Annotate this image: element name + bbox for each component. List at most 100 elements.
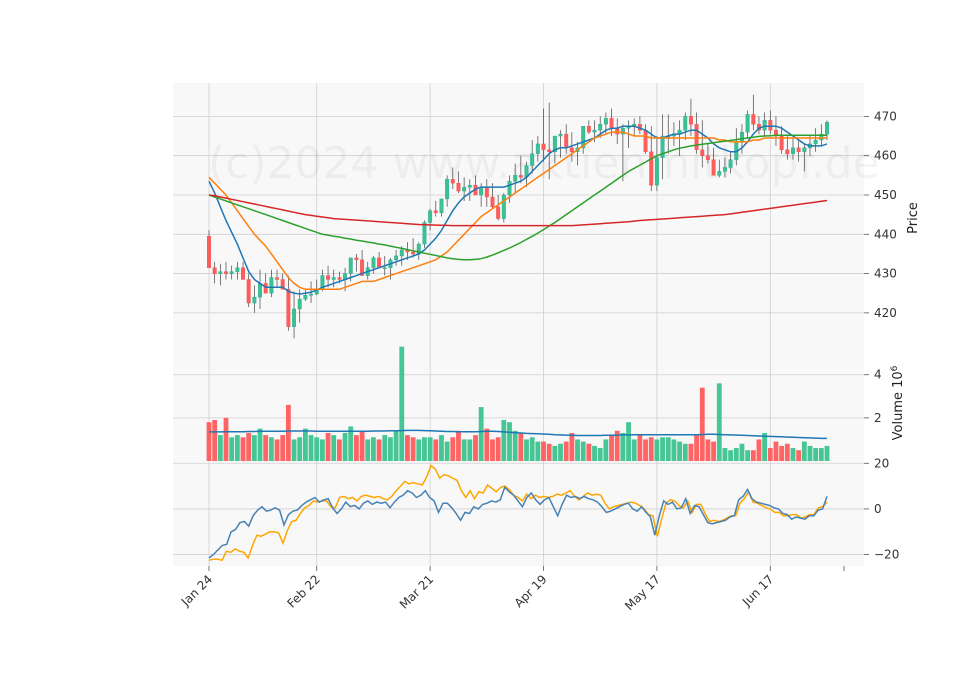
volume-bar	[711, 441, 717, 461]
candle-up	[513, 175, 518, 182]
x-tick-label: Mar 21	[397, 572, 436, 611]
ma_mid-line	[208, 131, 827, 291]
volume-bar	[371, 437, 376, 461]
volume-bar	[603, 439, 609, 461]
volume-bar	[733, 448, 739, 461]
volume-bar	[648, 437, 654, 461]
volume-bar	[626, 422, 631, 461]
candle-up	[552, 135, 557, 152]
candle-up	[371, 257, 376, 268]
volume-bar	[507, 422, 512, 461]
volume-bar	[660, 437, 665, 461]
volume-bar	[716, 383, 722, 461]
candle-up	[428, 210, 433, 223]
volume-bar	[756, 439, 762, 461]
candle-down	[456, 183, 461, 192]
candle-up	[581, 126, 586, 149]
candle-down	[354, 257, 359, 261]
candle-up	[791, 147, 795, 154]
volume-bar	[694, 435, 700, 461]
volume-bar	[671, 439, 677, 461]
candle-down	[275, 277, 279, 280]
volume-bar	[654, 439, 660, 461]
candle-up	[467, 184, 472, 188]
candle-down	[326, 275, 331, 280]
volume-bar	[331, 435, 337, 461]
volume-bar	[546, 443, 552, 461]
volume-bar	[234, 435, 240, 461]
volume-axis-label: Volume 106	[890, 365, 906, 440]
candle-up	[297, 298, 302, 310]
volume-bar	[217, 435, 223, 461]
candle-down	[694, 124, 699, 151]
volume-bar	[541, 441, 546, 461]
volume-bar	[302, 428, 308, 461]
volume-bar	[388, 437, 393, 461]
volume-bar	[762, 432, 768, 461]
oscillator-series-b-line	[208, 464, 828, 562]
candle-down	[609, 118, 614, 129]
candle-down	[212, 267, 217, 274]
volume-bar	[637, 435, 643, 461]
candle-down	[796, 147, 801, 152]
candle-up	[717, 171, 722, 176]
volume-bar	[336, 439, 342, 461]
volume-bar	[773, 441, 779, 461]
volume-bar	[325, 432, 331, 461]
volume-average-line	[209, 429, 827, 440]
volume-bar	[246, 432, 252, 461]
candle-up	[501, 194, 506, 219]
candle-down	[490, 196, 495, 207]
candle-down	[280, 279, 285, 290]
candle-down	[207, 236, 211, 268]
ma_long-line	[208, 194, 828, 227]
volume-bar	[308, 435, 314, 461]
volume-bar	[291, 439, 297, 461]
price-tick-label: 470	[874, 109, 897, 123]
x-tick-label: May 17	[622, 572, 663, 613]
osc-tick-label: −20	[874, 548, 899, 562]
candle-up	[462, 186, 467, 192]
volume-bar	[665, 437, 671, 461]
volume-bar	[376, 439, 382, 461]
volume-bar	[722, 448, 728, 461]
candle-down	[360, 259, 365, 276]
volume-bar	[268, 437, 274, 461]
candle-up	[598, 124, 603, 131]
candle-up	[558, 133, 563, 137]
volume-bar	[240, 437, 246, 461]
volume-bar	[501, 420, 507, 461]
volume-bar	[444, 441, 450, 461]
volume-bar	[569, 432, 575, 461]
candle-up	[229, 271, 234, 274]
volume-bar	[512, 430, 518, 461]
candle-down	[688, 116, 693, 125]
price-axis-label: Price	[906, 202, 921, 234]
candle-down	[700, 149, 705, 156]
volume-bar	[450, 437, 456, 461]
candle-up	[439, 198, 444, 213]
volume-bar	[784, 443, 790, 461]
volume-bar	[478, 407, 484, 461]
volume-bar	[314, 437, 320, 461]
volume-bar	[609, 435, 614, 461]
volume-bar	[563, 441, 569, 461]
volume-bar	[490, 439, 495, 461]
volume-bar	[592, 445, 597, 461]
volume-bar	[597, 448, 603, 461]
volume-bar	[739, 443, 745, 461]
x-tick-label: Jun 17	[739, 572, 776, 609]
x-tick-label: Jan 24	[178, 572, 215, 609]
ma_fast-line	[208, 125, 828, 295]
candle-down	[615, 127, 620, 135]
candle-up	[739, 131, 744, 143]
osc-tick-label: 20	[874, 456, 889, 470]
volume-bar	[206, 422, 212, 461]
candle-down	[541, 143, 546, 151]
volume-bar	[348, 426, 354, 461]
volume-bar	[586, 443, 592, 461]
candle-down	[241, 267, 245, 280]
candle-up	[399, 249, 404, 257]
volume-bar	[552, 445, 558, 461]
